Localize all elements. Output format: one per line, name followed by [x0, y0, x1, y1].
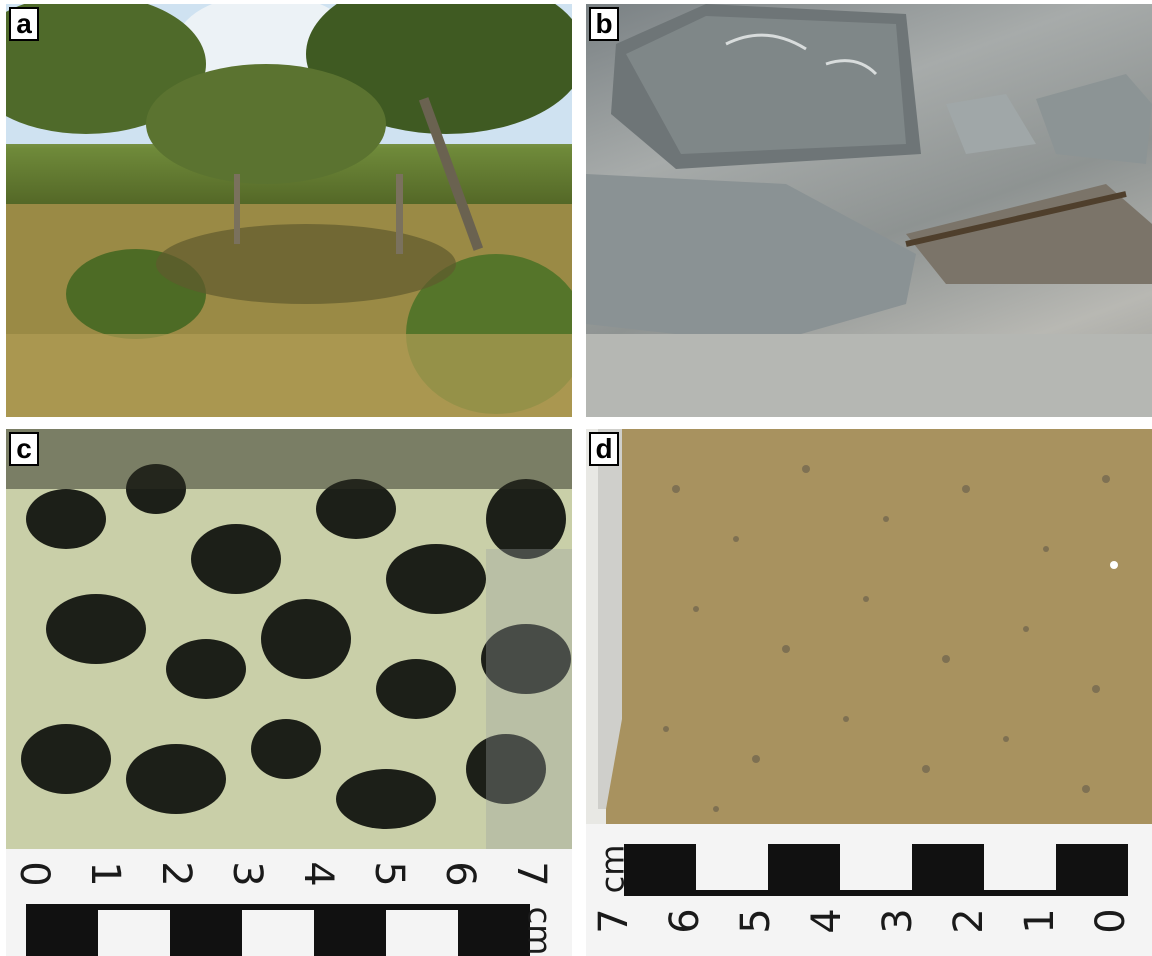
savanna-landscape-image [6, 4, 572, 417]
scale-d-number: 6 [662, 908, 708, 934]
photo-panel-c: c 0 1 2 3 4 5 6 7 cm [6, 429, 572, 956]
scale-d-number: 2 [946, 908, 992, 934]
scale-d-number: 3 [875, 908, 921, 934]
rock-outcrop-image [586, 4, 1152, 417]
scale-c-unit: cm [520, 906, 559, 956]
gabbro-sample-image [6, 429, 572, 849]
panel-label-a: a [9, 7, 39, 41]
panel-label-c: c [9, 432, 39, 466]
scale-d-number: 4 [804, 908, 850, 934]
photo-panel-a: a [6, 4, 572, 417]
photo-panel-b: b [586, 4, 1152, 417]
scale-d-checker [624, 844, 1128, 896]
scale-bar-d: cm 7 6 5 4 3 2 1 0 [586, 824, 1152, 956]
panel-label-d: d [589, 432, 619, 466]
panel-label-b: b [589, 7, 619, 41]
scale-c-checker [26, 904, 530, 956]
scale-d-number: 7 [591, 908, 637, 934]
photo-panel-d: d cm 7 6 5 4 3 2 1 0 [586, 429, 1152, 956]
scale-d-number: 0 [1088, 908, 1134, 934]
scale-bar-c: 0 1 2 3 4 5 6 7 cm [6, 849, 572, 956]
scale-d-number: 5 [733, 908, 779, 934]
granite-sample-image [586, 429, 1152, 829]
scale-d-unit: cm [593, 844, 632, 894]
scale-d-number: 1 [1017, 908, 1063, 934]
